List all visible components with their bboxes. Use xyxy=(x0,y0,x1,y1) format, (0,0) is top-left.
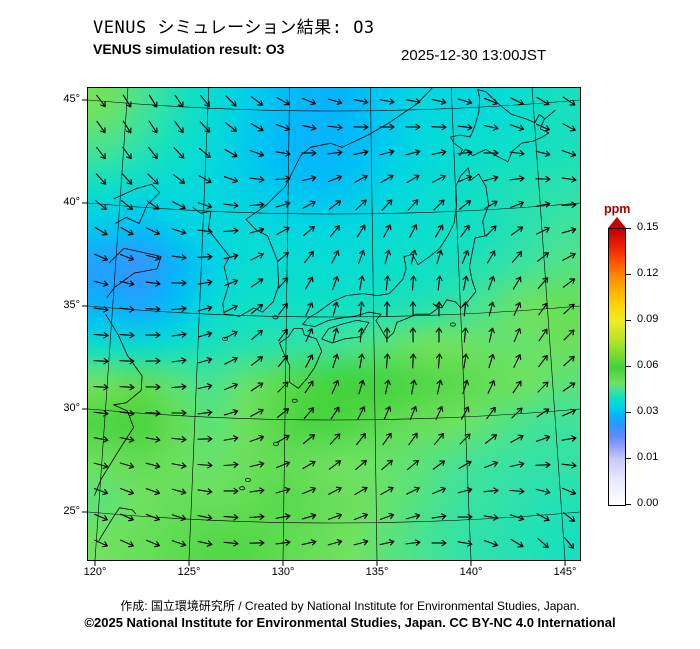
copyright-line: ©2025 National Institute for Environment… xyxy=(84,615,616,630)
timestamp: 2025-12-30 13:00JST xyxy=(401,47,547,64)
map-layers xyxy=(88,88,580,560)
colorbar-tick-label: 0.00 xyxy=(637,497,659,509)
lon-tick-label: 140° xyxy=(459,566,483,578)
colorbar-tickmark xyxy=(626,274,631,275)
coastlines xyxy=(94,88,556,542)
lon-tick-label: 125° xyxy=(177,566,201,578)
colorbar-tickmark xyxy=(626,412,631,413)
graticule xyxy=(88,88,580,560)
lat-tick-label: 25° xyxy=(63,505,80,517)
colorbar-tick-label: 0.06 xyxy=(637,359,659,371)
lat-tick-label: 30° xyxy=(63,402,80,414)
map-overlay xyxy=(82,88,580,566)
colorbar-tick-label: 0.15 xyxy=(637,221,659,233)
o3-concentration-field xyxy=(88,88,580,560)
lon-tick-label: 135° xyxy=(365,566,389,578)
lon-tick-label: 120° xyxy=(83,566,107,578)
colorbar-tickmark xyxy=(626,458,631,459)
lat-tick-label: 45° xyxy=(63,93,80,105)
islands xyxy=(222,315,456,491)
colorbar-tick-label: 0.12 xyxy=(637,267,659,279)
colorbar-tick-label: 0.03 xyxy=(637,405,659,417)
axis-tickmarks xyxy=(82,99,566,566)
lon-tick-label: 130° xyxy=(271,566,295,578)
title-english: VENUS simulation result: O3 xyxy=(93,41,285,57)
colorbar-top-arrow xyxy=(608,217,626,228)
lat-tick-label: 40° xyxy=(63,196,80,208)
attribution-line: 作成: 国立環境研究所 / Created by National Instit… xyxy=(120,599,580,613)
map-plot-area xyxy=(82,87,581,566)
colorbar-gradient xyxy=(608,228,626,506)
colorbar-unit-label: ppm xyxy=(604,202,631,216)
wind-arrows xyxy=(93,94,577,549)
colorbar-tick-label: 0.09 xyxy=(637,313,659,325)
colorbar-tickmark xyxy=(626,366,631,367)
colorbar-tickmark xyxy=(626,320,631,321)
colorbar-tickmark xyxy=(626,504,631,505)
lat-tick-label: 35° xyxy=(63,299,80,311)
colorbar-tickmark xyxy=(626,228,631,229)
title-japanese: VENUS シミュレーション結果: O3 xyxy=(93,18,375,38)
lon-tick-label: 145° xyxy=(553,566,577,578)
colorbar-tick-label: 0.01 xyxy=(637,451,659,463)
